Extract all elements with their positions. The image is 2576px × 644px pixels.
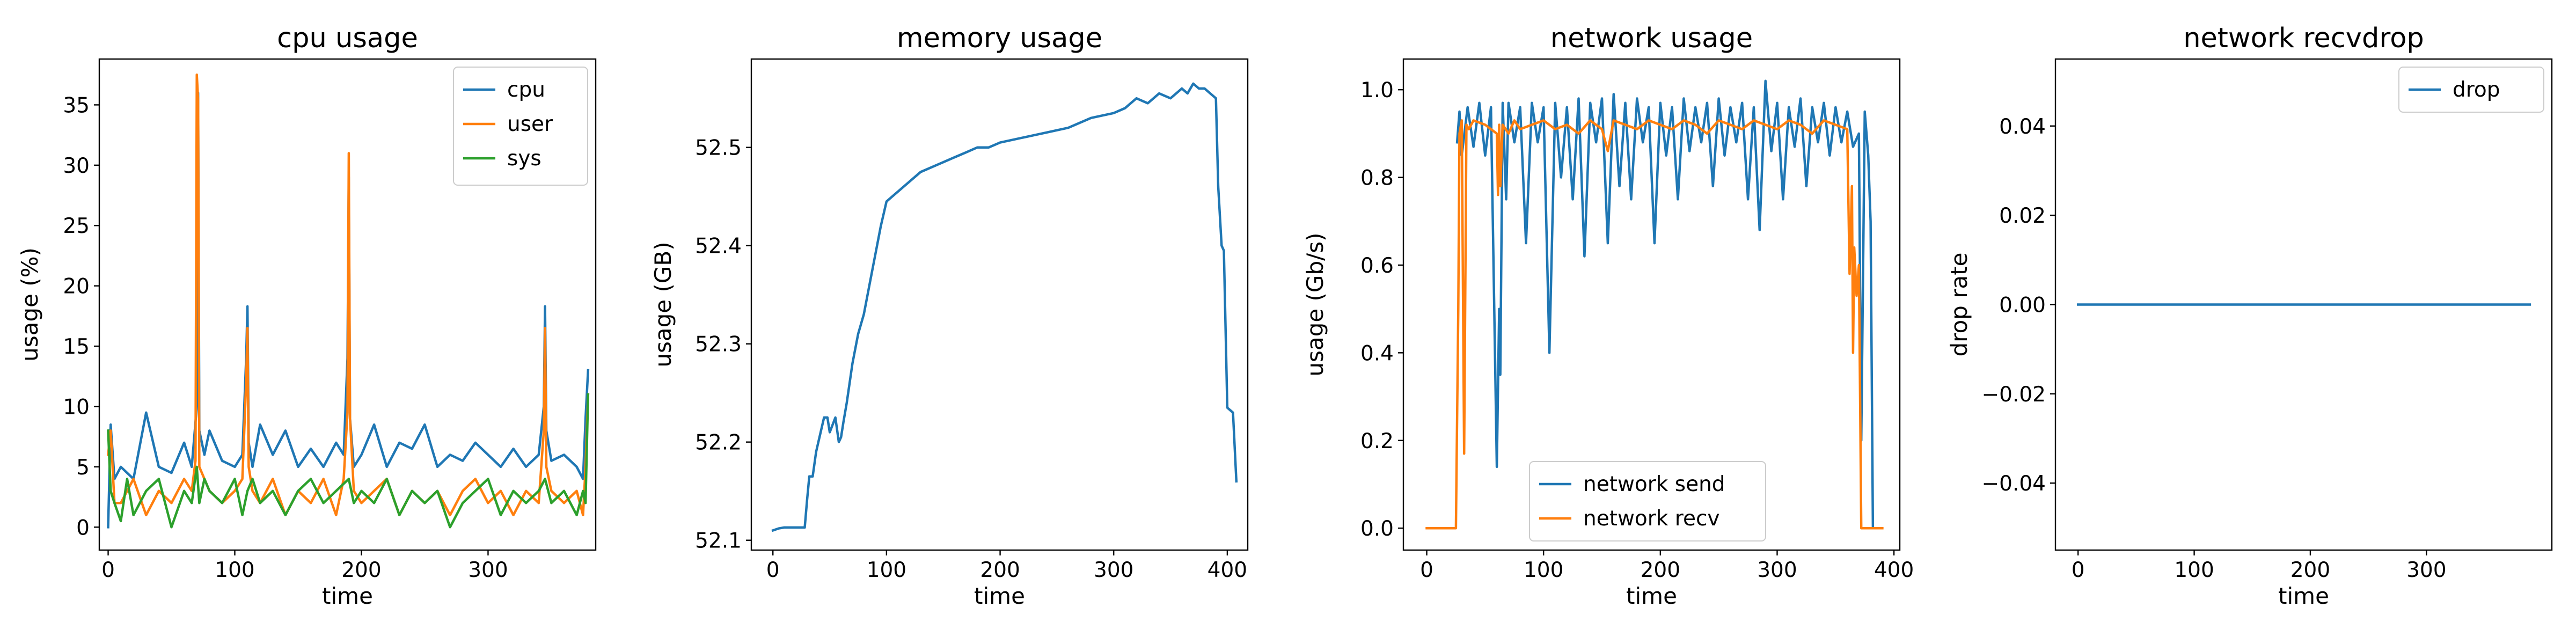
y-tick-label: 0.02	[1999, 204, 2046, 228]
x-tick-label: 100	[2174, 558, 2214, 582]
y-tick-label: 20	[63, 275, 90, 299]
chart-panel-2: 0 100 200 300 400 52.1 52.2 52.3 52.4 52.5 memory …	[650, 23, 1249, 609]
y-tick-label: 52.5	[695, 136, 742, 160]
x-tick-label: 300	[1757, 558, 1797, 582]
chart-title: network recvdrop	[2183, 23, 2424, 54]
chart-panel-3: 0 100 200 300 400 0.0 0.2 0.4 0.6 0.8 1.0 network u…	[1302, 23, 1914, 609]
chart-title: memory usage	[897, 23, 1102, 54]
y-tick-label: 0.8	[1360, 166, 1394, 191]
x-axis-label: time	[1626, 583, 1677, 609]
y-tick-label: 30	[63, 154, 90, 178]
x-tick-label: 300	[468, 558, 508, 582]
y-tick-label: 52.2	[695, 431, 742, 455]
y-tick-label: 15	[63, 335, 90, 359]
series-line-network-recv	[1425, 119, 1884, 530]
legend-label: user	[507, 112, 553, 136]
chart-title: cpu usage	[277, 23, 418, 54]
chart-title: network usage	[1550, 23, 1753, 54]
chart-panel-4: 0 100 200 300 −0.04 −0.02 0.00 0.02 0.04 network …	[1946, 23, 2553, 609]
legend-label: network recv	[1583, 507, 1719, 531]
axes-frame	[750, 58, 1249, 551]
legend-label: sys	[507, 147, 541, 171]
chart-panel-1: 0 100 200 300 0 5 10 15 20 25 30 35 cpu usage time usa…	[17, 23, 597, 609]
legend: drop	[2398, 67, 2544, 113]
series-line-sys	[107, 393, 590, 529]
y-tick-label: 52.4	[695, 235, 742, 259]
y-tick-label: 10	[63, 395, 90, 419]
y-tick-label: 1.0	[1360, 78, 1394, 103]
legend-label: network send	[1583, 472, 1725, 496]
y-tick-label: 35	[63, 93, 90, 118]
series-group	[771, 82, 1238, 532]
y-tick-label: 0	[76, 516, 90, 540]
y-tick-label: −0.02	[1981, 383, 2046, 407]
legend-box	[453, 67, 588, 186]
x-axis-label: time	[974, 583, 1025, 609]
x-tick-label: 400	[1874, 558, 1914, 582]
x-tick-label: 0	[101, 558, 115, 582]
y-tick-label: 0.6	[1360, 254, 1394, 278]
x-tick-label: 0	[766, 558, 780, 582]
x-tick-label: 200	[2290, 558, 2330, 582]
series-line-cpu	[107, 91, 590, 529]
x-tick-label: 0	[2072, 558, 2085, 582]
series-group	[1425, 79, 1884, 530]
x-tick-label: 100	[867, 558, 906, 582]
x-tick-label: 200	[1641, 558, 1680, 582]
y-tick-label: 52.3	[695, 333, 742, 357]
y-axis-label: usage (Gb/s)	[1302, 232, 1328, 376]
series-line-network-send	[1455, 79, 1875, 530]
series-line-user	[107, 73, 590, 517]
x-axis-label: time	[2278, 583, 2329, 609]
y-axis-label: usage (GB)	[650, 241, 676, 367]
y-tick-label: 0.04	[1999, 115, 2046, 139]
x-tick-label: 100	[215, 558, 254, 582]
x-tick-label: 300	[1094, 558, 1133, 582]
x-tick-label: 100	[1524, 558, 1563, 582]
legend-box	[1529, 461, 1766, 541]
y-tick-label: 0.0	[1360, 517, 1394, 541]
x-axis-label: time	[322, 583, 373, 609]
y-tick-label: 5	[76, 456, 90, 480]
x-tick-label: 400	[1208, 558, 1247, 582]
legend-box	[2398, 67, 2544, 113]
x-tick-label: 0	[1420, 558, 1433, 582]
x-tick-label: 200	[980, 558, 1020, 582]
axes-frame	[98, 58, 597, 551]
axes-frame	[1402, 58, 1901, 551]
y-axis-label: drop rate	[1946, 252, 1972, 356]
legend-label: cpu	[507, 78, 545, 102]
y-tick-label: 0.00	[1999, 294, 2046, 318]
y-tick-label: −0.04	[1981, 472, 2046, 496]
legend-label: drop	[2453, 78, 2500, 102]
y-tick-label: 52.1	[695, 529, 742, 553]
legend: network send network recv	[1529, 461, 1766, 541]
x-tick-label: 300	[2406, 558, 2446, 582]
y-axis-label: usage (%)	[17, 247, 43, 362]
y-tick-label: 0.4	[1360, 341, 1394, 365]
y-tick-label: 25	[63, 214, 90, 238]
x-tick-label: 200	[341, 558, 381, 582]
legend: cpu user sys	[453, 67, 588, 186]
series-group	[107, 73, 590, 529]
series-line-memory	[771, 82, 1238, 532]
y-tick-label: 0.2	[1360, 429, 1394, 453]
